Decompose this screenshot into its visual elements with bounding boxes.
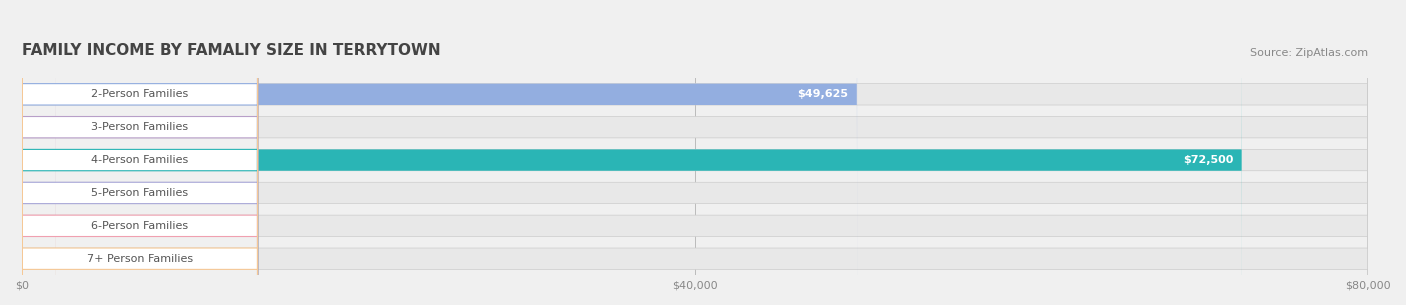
FancyBboxPatch shape [22,6,257,305]
FancyBboxPatch shape [22,0,858,305]
Text: 6-Person Families: 6-Person Families [91,221,188,231]
Text: 3-Person Families: 3-Person Families [91,122,188,132]
Text: 5-Person Families: 5-Person Families [91,188,188,198]
FancyBboxPatch shape [22,0,56,281]
Text: 4-Person Families: 4-Person Families [91,155,188,165]
Text: $72,500: $72,500 [1184,155,1233,165]
FancyBboxPatch shape [22,0,1368,305]
FancyBboxPatch shape [22,0,257,305]
FancyBboxPatch shape [22,72,56,305]
FancyBboxPatch shape [22,0,257,305]
FancyBboxPatch shape [22,0,257,305]
FancyBboxPatch shape [22,0,1368,305]
Text: $0: $0 [62,254,76,264]
Text: Source: ZipAtlas.com: Source: ZipAtlas.com [1250,48,1368,58]
FancyBboxPatch shape [22,0,1368,305]
FancyBboxPatch shape [22,105,56,305]
FancyBboxPatch shape [22,0,1368,305]
FancyBboxPatch shape [22,0,1368,305]
FancyBboxPatch shape [22,0,1368,305]
Text: $0: $0 [62,188,76,198]
FancyBboxPatch shape [22,39,56,305]
FancyBboxPatch shape [22,0,1241,305]
Text: $0: $0 [62,122,76,132]
FancyBboxPatch shape [22,0,257,305]
Text: 2-Person Families: 2-Person Families [91,89,188,99]
Text: 7+ Person Families: 7+ Person Families [87,254,193,264]
Text: FAMILY INCOME BY FAMALIY SIZE IN TERRYTOWN: FAMILY INCOME BY FAMALIY SIZE IN TERRYTO… [22,43,440,58]
FancyBboxPatch shape [22,0,257,305]
Text: $0: $0 [62,221,76,231]
Text: $49,625: $49,625 [797,89,849,99]
